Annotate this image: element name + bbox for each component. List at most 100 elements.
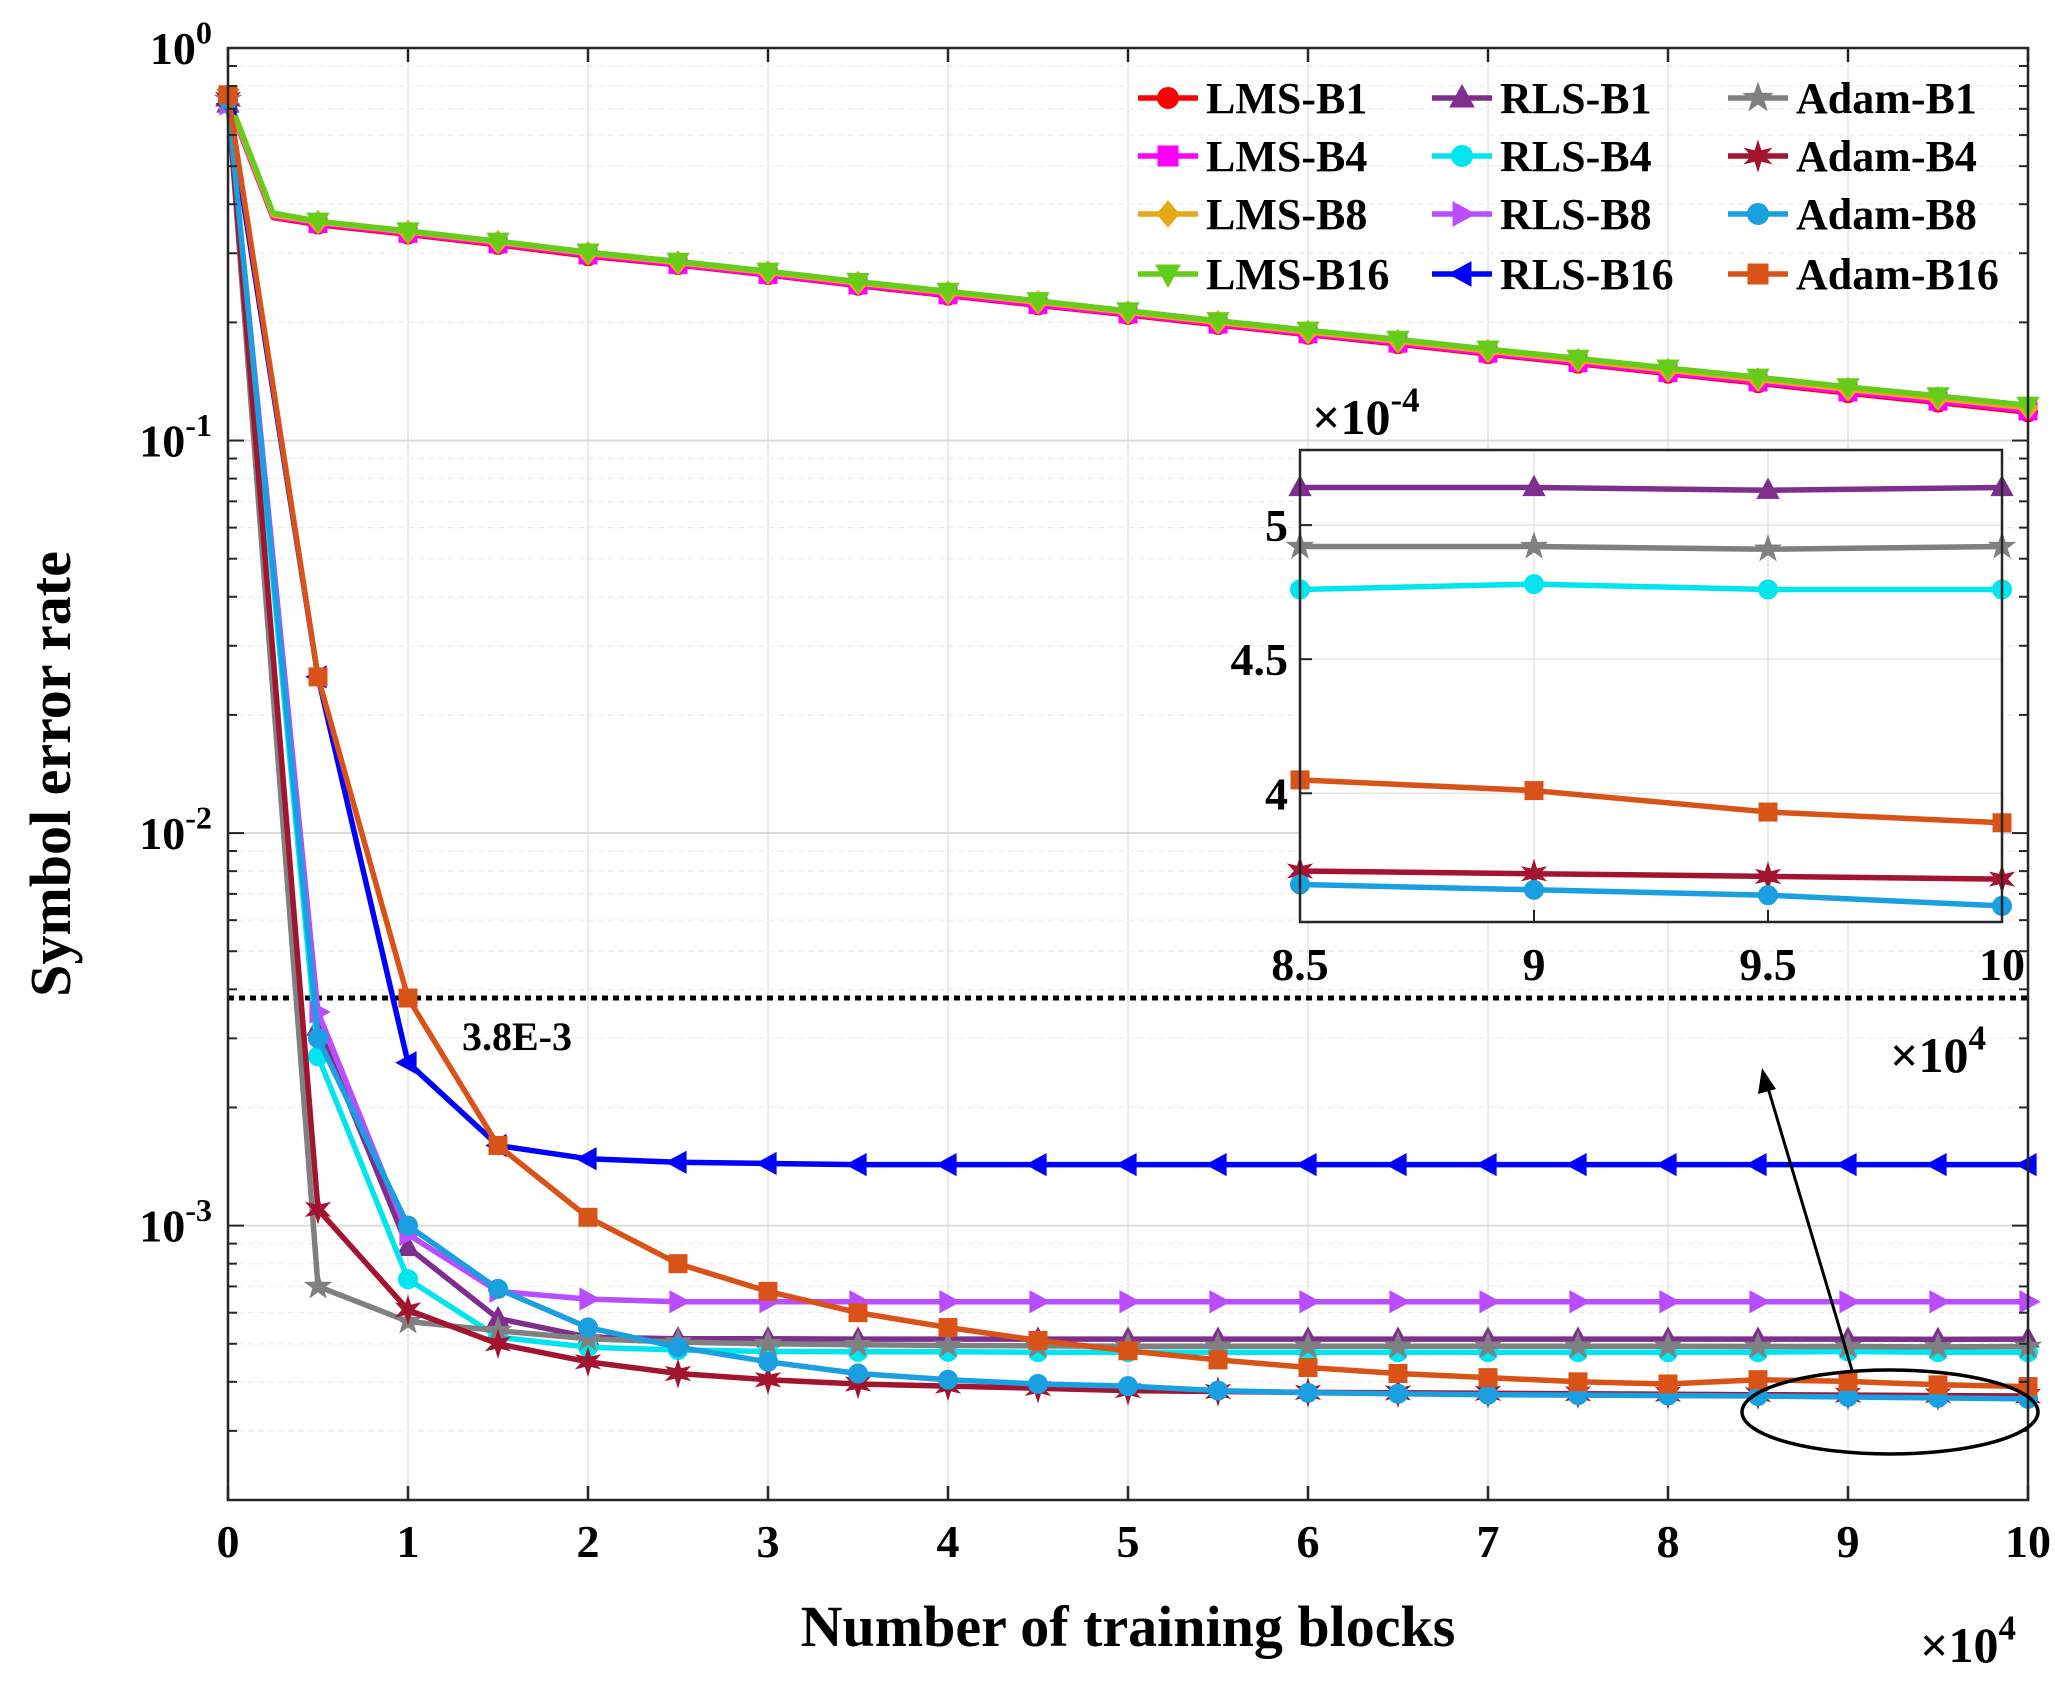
data-point bbox=[1478, 1368, 1498, 1388]
data-point bbox=[1209, 1290, 1231, 1314]
data-point bbox=[938, 1369, 958, 1390]
data-point bbox=[758, 1351, 778, 1372]
data-point bbox=[1566, 349, 1590, 372]
data-point bbox=[1298, 1382, 1318, 1403]
legend-label: Adam-B1 bbox=[1796, 74, 1977, 123]
data-point bbox=[666, 252, 690, 275]
data-point bbox=[1749, 1290, 1771, 1314]
zoom-ellipse bbox=[1740, 1368, 2040, 1456]
inset-x-tick-label: 9 bbox=[1523, 939, 1546, 990]
series-rls-b8 bbox=[219, 92, 2041, 1314]
data-point bbox=[1565, 1153, 1587, 1177]
legend-marker bbox=[1157, 145, 1179, 167]
x-tick-label: 10 bbox=[2005, 1516, 2051, 1567]
data-point bbox=[665, 1150, 687, 1174]
data-point bbox=[1926, 387, 1950, 409]
legend-label: Adam-B8 bbox=[1796, 190, 1977, 239]
legend-marker bbox=[1156, 200, 1180, 228]
data-point bbox=[1478, 1384, 1498, 1405]
inset-y-tick-label: 4 bbox=[1265, 768, 1288, 819]
data-point bbox=[574, 1346, 602, 1378]
data-point bbox=[488, 1135, 508, 1155]
x-axis-multiplier: ×104 bbox=[1920, 1609, 2016, 1674]
x-tick-label: 6 bbox=[1297, 1516, 1320, 1567]
inset-y-tick-label: 5 bbox=[1265, 500, 1288, 551]
inset-series-line bbox=[1299, 868, 2003, 882]
legend-label: RLS-B16 bbox=[1500, 250, 1674, 299]
x-tick-label: 2 bbox=[577, 1516, 600, 1567]
legend-item: LMS-B1 bbox=[1138, 74, 1367, 123]
data-point bbox=[1568, 1372, 1588, 1392]
data-point bbox=[1745, 1153, 1767, 1177]
legend-marker bbox=[1742, 81, 1774, 112]
data-point bbox=[304, 1194, 332, 1225]
x-tick-label: 3 bbox=[757, 1516, 780, 1567]
data-point bbox=[753, 1328, 783, 1356]
data-point bbox=[1389, 1290, 1411, 1314]
data-point bbox=[844, 1368, 872, 1400]
legend-label: Adam-B16 bbox=[1796, 250, 1999, 299]
series-adam-b16 bbox=[218, 85, 2038, 1397]
legend-marker bbox=[1447, 261, 1472, 287]
data-point bbox=[1205, 1153, 1227, 1177]
data-point bbox=[1386, 330, 1410, 353]
legend-item: LMS-B4 bbox=[1138, 132, 1367, 181]
data-point bbox=[668, 1254, 688, 1274]
data-point bbox=[1746, 368, 1770, 390]
inset-series-line bbox=[1300, 543, 2003, 552]
inset-data-point bbox=[1524, 574, 1544, 595]
x-axis-label: Number of training blocks bbox=[801, 1594, 1456, 1659]
data-point bbox=[396, 222, 420, 244]
data-point bbox=[1923, 1331, 1953, 1360]
inset-data-point bbox=[1519, 531, 1549, 559]
y-tick-label: 10-3 bbox=[139, 1192, 212, 1252]
data-point bbox=[308, 1028, 328, 1049]
legend-item: LMS-B16 bbox=[1138, 250, 1389, 299]
legend-label: LMS-B8 bbox=[1206, 190, 1367, 239]
data-point bbox=[1385, 1153, 1407, 1177]
data-point bbox=[1118, 1376, 1138, 1397]
data-point bbox=[1743, 1331, 1773, 1359]
data-point bbox=[939, 1290, 961, 1314]
data-point bbox=[1569, 1290, 1591, 1314]
data-point bbox=[306, 212, 330, 234]
data-point bbox=[398, 1215, 418, 1236]
legend-marker bbox=[1747, 203, 1769, 225]
legend-item: Adam-B4 bbox=[1728, 132, 1977, 181]
inset-y-tick-label: 4.5 bbox=[1231, 634, 1289, 685]
legend-item: Adam-B1 bbox=[1728, 74, 1977, 123]
data-point bbox=[1925, 1153, 1947, 1177]
inset-series-line bbox=[1300, 484, 2003, 493]
legend-marker bbox=[1747, 263, 1769, 285]
data-point bbox=[1835, 1153, 1857, 1177]
inset-series-line bbox=[1299, 881, 2003, 909]
series-adam-b8 bbox=[218, 89, 2038, 1409]
inset-series-rls-b4 bbox=[1290, 574, 2012, 600]
data-point bbox=[1653, 1331, 1683, 1359]
legend-label: LMS-B16 bbox=[1206, 250, 1389, 299]
data-point bbox=[848, 1363, 868, 1384]
data-point bbox=[1928, 1375, 1948, 1395]
data-point bbox=[579, 1287, 601, 1311]
data-point bbox=[1656, 359, 1680, 381]
legend-marker bbox=[1157, 87, 1179, 109]
inset-plot-area bbox=[1300, 450, 2002, 922]
inset-data-point bbox=[1524, 879, 1544, 900]
legend-marker bbox=[1155, 264, 1181, 289]
legend-label: LMS-B4 bbox=[1206, 132, 1367, 181]
inset-x-tick-label: 10 bbox=[1979, 939, 2025, 990]
data-point bbox=[935, 1153, 957, 1177]
inset-data-point bbox=[1756, 477, 1780, 499]
inset-x-tick-label: 9.5 bbox=[1739, 939, 1797, 990]
data-point bbox=[936, 282, 960, 305]
y-axis-label: Symbol error rate bbox=[18, 551, 83, 997]
inset-data-point bbox=[1522, 474, 1546, 497]
x-tick-label: 4 bbox=[937, 1516, 960, 1567]
data-point bbox=[1383, 1331, 1413, 1359]
y-tick-label: 10-1 bbox=[139, 407, 212, 467]
data-point bbox=[576, 243, 600, 265]
data-point bbox=[486, 232, 510, 254]
data-point bbox=[843, 1329, 873, 1357]
x-tick-label: 7 bbox=[1477, 1516, 1500, 1567]
